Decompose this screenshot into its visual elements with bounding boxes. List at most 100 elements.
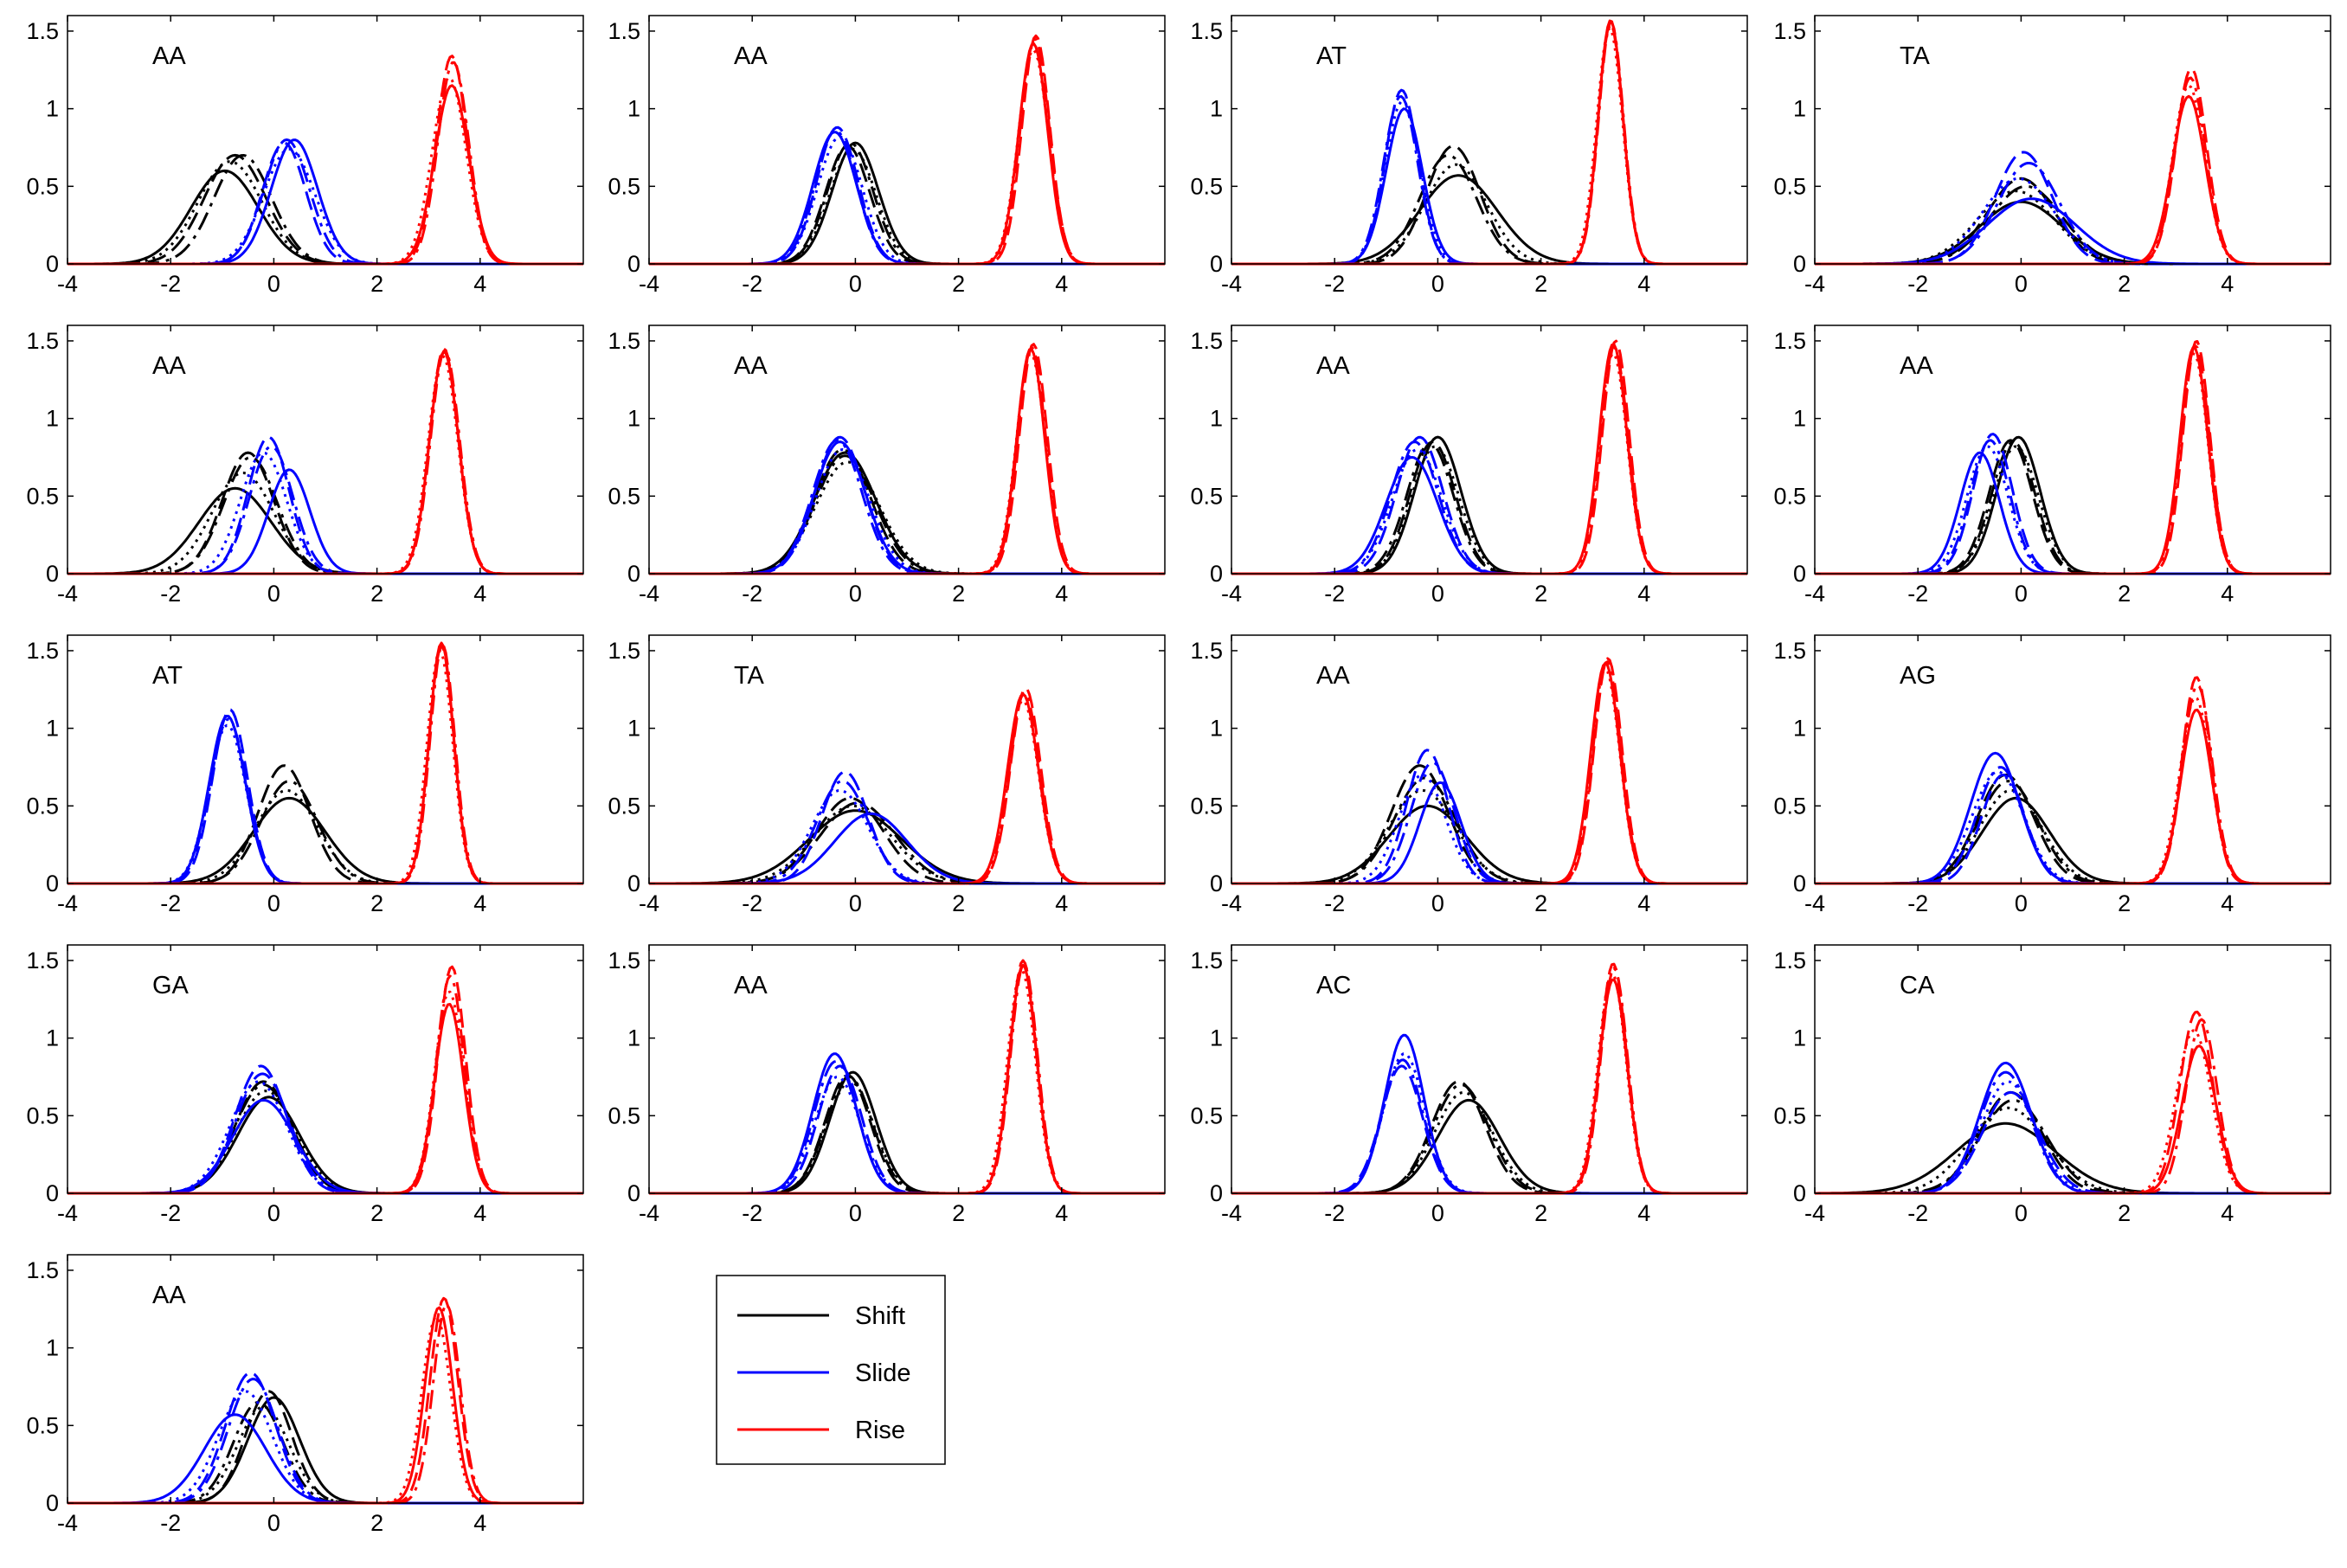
- x-tick-label: -4: [1221, 271, 1242, 297]
- y-tick-label: 0.5: [26, 793, 59, 819]
- series-slide-dotted-line: [649, 448, 1165, 575]
- series-rise-dashed-line: [649, 686, 1165, 885]
- y-tick-label: 0: [46, 561, 59, 587]
- x-tick-label: -2: [742, 1200, 762, 1226]
- x-tick-label: -2: [1907, 581, 1928, 607]
- series-shift-dashed-line: [1231, 764, 1747, 885]
- x-tick-label: -4: [57, 1200, 78, 1226]
- y-tick-label: 0.5: [608, 173, 640, 199]
- series-rise-dotted-line: [1815, 696, 2331, 885]
- y-tick-label: 0.5: [1773, 483, 1806, 509]
- series-rise-dash-dot-line: [1815, 683, 2331, 885]
- series-shift-solid-line: [1815, 200, 2331, 266]
- series-rise-dashed-line: [68, 347, 583, 575]
- y-tick-label: 1.5: [608, 638, 640, 664]
- panel-9: -4 -2 0 2 4 0 0.5 1 1.5 AT: [26, 634, 584, 916]
- series-slide-dash-dot-line: [68, 445, 583, 575]
- series-rise-dotted-line: [1231, 352, 1747, 575]
- x-tick-label: 2: [1534, 890, 1547, 916]
- x-tick-label: -2: [160, 1510, 181, 1536]
- series-rise-dashed-line: [1231, 657, 1747, 885]
- series-slide-solid-line: [68, 1098, 583, 1195]
- series-shift-solid-line: [1231, 435, 1747, 575]
- y-tick-label: 0.5: [26, 483, 59, 509]
- series-shift-dotted-line: [1231, 445, 1747, 575]
- series-slide-dashed-line: [1815, 433, 2331, 575]
- y-tick-label: 0: [46, 1180, 59, 1206]
- y-tick-label: 1: [627, 1025, 640, 1051]
- x-tick-label: -4: [639, 271, 659, 297]
- x-tick-label: 2: [1534, 1200, 1547, 1226]
- y-tick-label: 1: [1793, 716, 1806, 742]
- series-shift-dashed-line: [649, 1074, 1165, 1195]
- y-tick-label: 0: [1793, 251, 1806, 277]
- series-slide-dashed-line: [649, 125, 1165, 266]
- series-slide-dotted-line: [1815, 1080, 2331, 1195]
- x-tick-label: 0: [2015, 1200, 2028, 1226]
- x-tick-label: 4: [1637, 1200, 1650, 1226]
- x-tick-label: 2: [2118, 581, 2131, 607]
- x-tick-label: 0: [267, 890, 280, 916]
- series-slide-dotted-line: [68, 723, 583, 885]
- y-tick-label: 0.5: [608, 1102, 640, 1128]
- series-slide-dashed-line: [1815, 151, 2331, 266]
- x-tick-label: -4: [1221, 1200, 1242, 1226]
- panel-4: -4 -2 0 2 4 0 0.5 1 1.5 TA: [1773, 15, 2331, 297]
- series-slide-dash-dot-line: [649, 780, 1165, 885]
- series-shift-dashed-line: [68, 764, 583, 885]
- series-rise-dash-dot-line: [68, 974, 583, 1195]
- y-tick-label: 1.5: [26, 328, 59, 354]
- series-rise-dotted-line: [68, 990, 583, 1195]
- series-shift-solid-line: [68, 1396, 583, 1505]
- legend-box: [716, 1275, 946, 1465]
- x-tick-label: 4: [473, 1200, 486, 1226]
- series-rise-dotted-line: [1815, 352, 2331, 575]
- series-rise-solid-line: [1815, 346, 2331, 575]
- series-shift-dash-dot-line: [1231, 154, 1747, 266]
- x-tick-label: 4: [473, 890, 486, 916]
- x-tick-label: 4: [1637, 581, 1650, 607]
- series-slide-dotted-line: [1231, 1052, 1747, 1195]
- series-rise-dash-dot-line: [649, 345, 1165, 575]
- x-tick-label: 2: [2118, 890, 2131, 916]
- series-rise-dash-dot-line: [649, 38, 1165, 266]
- series-shift-dash-dot-line: [1815, 440, 2331, 575]
- y-tick-label: 0: [46, 1490, 59, 1516]
- y-tick-label: 0: [627, 251, 640, 277]
- x-tick-label: 4: [1055, 581, 1068, 607]
- series-rise-solid-line: [68, 641, 583, 885]
- y-tick-label: 1.5: [608, 18, 640, 44]
- axes-box: [1814, 325, 2331, 575]
- series-slide-dash-dot-line: [649, 129, 1165, 266]
- x-tick-label: -2: [1324, 271, 1345, 297]
- series-shift-dotted-line: [1231, 788, 1747, 885]
- axes-box: [648, 325, 1166, 575]
- panel-label: TA: [1900, 42, 1931, 70]
- series-shift-dotted-line: [1231, 163, 1747, 266]
- series-rise-solid-line: [1231, 19, 1747, 266]
- y-tick-label: 1: [46, 1025, 59, 1051]
- series-slide-dashed-line: [68, 708, 583, 885]
- x-tick-label: -4: [1221, 581, 1242, 607]
- panel-12: -4 -2 0 2 4 0 0.5 1 1.5 AG: [1773, 634, 2331, 916]
- x-tick-label: 4: [1637, 890, 1650, 916]
- legend: Shift Slide Rise: [716, 1275, 946, 1465]
- panel-6: -4 -2 0 2 4 0 0.5 1 1.5 AA: [608, 325, 1166, 607]
- x-tick-label: 4: [2221, 1200, 2234, 1226]
- y-tick-label: 0: [1210, 1180, 1223, 1206]
- x-tick-label: 2: [370, 1200, 383, 1226]
- y-tick-label: 0: [1793, 561, 1806, 587]
- axes-box: [1814, 634, 2331, 884]
- series-shift-dotted-line: [68, 1089, 583, 1195]
- x-tick-label: -2: [1324, 1200, 1345, 1226]
- panel-13: -4 -2 0 2 4 0 0.5 1 1.5 GA: [26, 944, 584, 1226]
- x-tick-label: -4: [1804, 581, 1825, 607]
- panel-label: AC: [1316, 972, 1351, 999]
- panel-label: AG: [1900, 662, 1936, 690]
- x-tick-label: 4: [473, 581, 486, 607]
- y-tick-label: 1.5: [1773, 18, 1806, 44]
- series-shift-dotted-line: [649, 1080, 1165, 1195]
- series-shift-dash-dot-line: [649, 141, 1165, 266]
- y-tick-label: 1.5: [26, 638, 59, 664]
- x-tick-label: -2: [1324, 890, 1345, 916]
